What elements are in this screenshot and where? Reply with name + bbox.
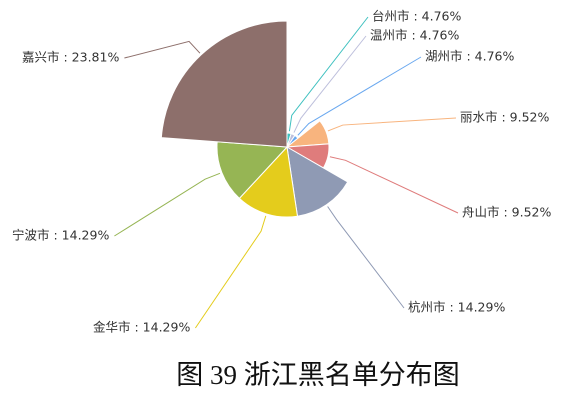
leader-line — [293, 35, 367, 133]
data-label: 宁波市 : 14.29% — [12, 228, 109, 243]
data-label: 温州市 : 4.76% — [370, 28, 459, 43]
rose-sector — [160, 20, 288, 148]
rose-sector — [286, 146, 349, 217]
leader-line — [327, 117, 457, 132]
leader-line — [194, 215, 267, 329]
leader-line — [297, 56, 422, 136]
data-label: 金华市 : 14.29% — [93, 320, 190, 335]
data-label: 舟山市 : 9.52% — [462, 205, 551, 220]
data-label: 湖州市 : 4.76% — [425, 49, 514, 64]
data-label: 台州市 : 4.76% — [372, 9, 461, 24]
leader-line — [124, 40, 201, 59]
leader-line — [327, 206, 405, 309]
caption: 图 39 浙江黑名单分布图 — [176, 360, 460, 390]
leader-line — [329, 156, 459, 214]
rose-sector — [216, 141, 289, 200]
data-label: 嘉兴市 : 23.81% — [22, 50, 119, 65]
leader-line — [288, 16, 369, 132]
data-label: 丽水市 : 9.52% — [460, 110, 549, 125]
data-label: 杭州市 : 14.29% — [408, 300, 505, 315]
rose-sector — [238, 145, 299, 218]
leader-line — [114, 172, 221, 237]
